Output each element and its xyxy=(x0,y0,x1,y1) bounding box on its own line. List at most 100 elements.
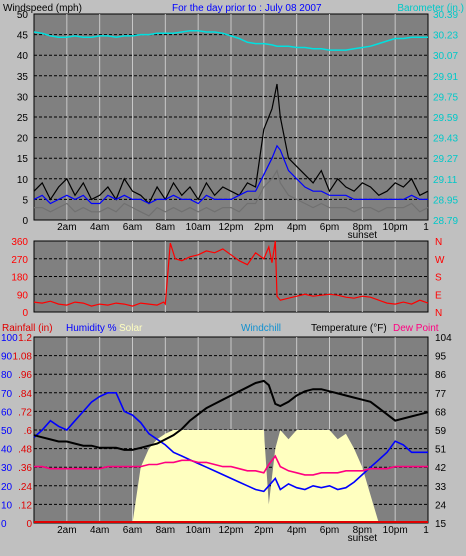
barometer-y-tick: 29.59 xyxy=(433,113,458,124)
x-tick-label: 6am xyxy=(123,222,142,233)
x-tick-label: 4am xyxy=(90,222,109,233)
barometer-y-tick: 29.11 xyxy=(433,175,458,186)
humidity-line xyxy=(33,391,428,493)
wind-low-line xyxy=(34,169,429,217)
rain-y-tick: .6 xyxy=(24,426,33,437)
wind-y-tick: 25 xyxy=(17,113,29,124)
legend-humidity: Humidity % xyxy=(66,323,117,334)
temperature-y-tick: 59 xyxy=(435,426,447,437)
x-tick-label: 10am xyxy=(186,222,211,233)
barometer-y-tick: 29.43 xyxy=(433,134,458,145)
x-tick-label: 2pm xyxy=(254,222,273,233)
dewpoint-line xyxy=(34,454,428,476)
x-tick-label: 4am xyxy=(90,525,109,536)
compass-label: W xyxy=(435,255,445,266)
barometer-y-tick: 30.07 xyxy=(433,51,458,62)
sunset-annotation: sunset xyxy=(348,230,378,241)
date-title: For the day prior to : July 08 2007 xyxy=(172,3,322,14)
barometer-line xyxy=(33,29,428,51)
x-tick-label: 4pm xyxy=(287,525,306,536)
x-tick-label: 8pm xyxy=(353,222,372,233)
humidity-y-tick: 60 xyxy=(1,407,13,418)
temperature-y-tick: 51 xyxy=(435,445,447,456)
wind-y-tick: 10 xyxy=(17,175,29,186)
rain-y-tick: .24 xyxy=(18,482,32,493)
humidity-y-tick: 70 xyxy=(1,389,13,400)
wind-y-tick: 0 xyxy=(22,216,28,227)
wind-avg-line xyxy=(33,144,428,205)
direction-y-tick: 0 xyxy=(22,308,28,319)
direction-line xyxy=(33,240,429,307)
wind-y-tick: 20 xyxy=(17,134,29,145)
x-tick-label: 8pm xyxy=(353,525,372,536)
solar-area xyxy=(34,430,428,523)
temperature-y-tick: 15 xyxy=(435,519,447,530)
temperature-y-tick: 24 xyxy=(435,500,447,511)
x-tick-label: 2am xyxy=(57,525,76,536)
humidity-y-tick: 30 xyxy=(1,463,13,474)
barometer-y-tick: 29.27 xyxy=(433,154,458,165)
x-tick-label: 12pm xyxy=(218,525,243,536)
wind-y-tick: 5 xyxy=(22,195,28,206)
temperature-y-tick: 42 xyxy=(435,463,447,474)
compass-label: E xyxy=(435,290,442,301)
wind-speed-line xyxy=(33,83,429,205)
rain-y-tick: .48 xyxy=(18,445,32,456)
x-tick-label: 8am xyxy=(156,525,175,536)
wind-y-tick: 50 xyxy=(17,10,29,21)
humidity-y-tick: 100 xyxy=(1,333,18,344)
wind-y-tick: 45 xyxy=(17,31,29,42)
rain-y-tick: .96 xyxy=(18,370,32,381)
temperature-y-tick: 86 xyxy=(435,370,447,381)
wind-y-tick: 15 xyxy=(17,154,29,165)
rain-y-tick: 1.08 xyxy=(13,352,33,363)
temperature-y-tick: 77 xyxy=(435,389,447,400)
legend-windchill: Windchill xyxy=(241,323,281,334)
temperature-y-tick: 33 xyxy=(435,482,447,493)
humidity-y-tick: 40 xyxy=(1,445,13,456)
humidity-y-tick: 80 xyxy=(1,370,13,381)
rain-y-tick: .36 xyxy=(18,463,32,474)
humidity-y-tick: 10 xyxy=(1,500,13,511)
humidity-y-tick: 50 xyxy=(1,426,13,437)
x-tick-label: 1 xyxy=(423,525,429,536)
compass-label: S xyxy=(435,273,442,284)
barometer-y-tick: 28.79 xyxy=(433,216,458,227)
barometer-axis-title: Barometer (in.) xyxy=(397,3,464,14)
x-tick-label: 6pm xyxy=(320,525,339,536)
x-tick-label: 2pm xyxy=(254,525,273,536)
x-tick-label: 10pm xyxy=(383,222,408,233)
legend-rainfall: Rainfall (in) xyxy=(2,323,53,334)
x-tick-label: 10pm xyxy=(383,525,408,536)
wind-y-tick: 35 xyxy=(17,72,29,83)
barometer-y-tick: 28.95 xyxy=(433,195,458,206)
direction-y-tick: 90 xyxy=(17,290,29,301)
rain-y-tick: .12 xyxy=(18,500,32,511)
legend-temperature: Temperature (°F) xyxy=(311,323,387,334)
temperature-y-tick: 104 xyxy=(435,333,452,344)
x-tick-label: 8am xyxy=(156,222,175,233)
barometer-y-tick: 30.39 xyxy=(433,10,458,21)
x-tick-label: 1 xyxy=(423,222,429,233)
compass-label: N xyxy=(435,237,442,248)
barometer-y-tick: 30.23 xyxy=(433,31,458,42)
legend-dewpoint: Dew Point xyxy=(393,323,439,334)
x-tick-label: 12pm xyxy=(218,222,243,233)
temperature-y-tick: 68 xyxy=(435,407,447,418)
barometer-y-tick: 29.75 xyxy=(433,92,458,103)
rain-y-tick: .72 xyxy=(18,407,32,418)
wind-y-tick: 30 xyxy=(17,92,29,103)
windspeed-axis-title: Windspeed (mph) xyxy=(3,3,82,14)
barometer-y-tick: 29.91 xyxy=(433,72,458,83)
temperature-line xyxy=(33,379,429,451)
sunset-annotation: sunset xyxy=(348,533,378,544)
wind-y-tick: 40 xyxy=(17,51,29,62)
rain-y-tick: .84 xyxy=(18,389,32,400)
x-tick-label: 6pm xyxy=(320,222,339,233)
temperature-y-tick: 95 xyxy=(435,352,447,363)
rain-y-tick: 0 xyxy=(26,519,32,530)
x-tick-label: 4pm xyxy=(287,222,306,233)
x-tick-label: 6am xyxy=(123,525,142,536)
x-tick-label: 10am xyxy=(186,525,211,536)
